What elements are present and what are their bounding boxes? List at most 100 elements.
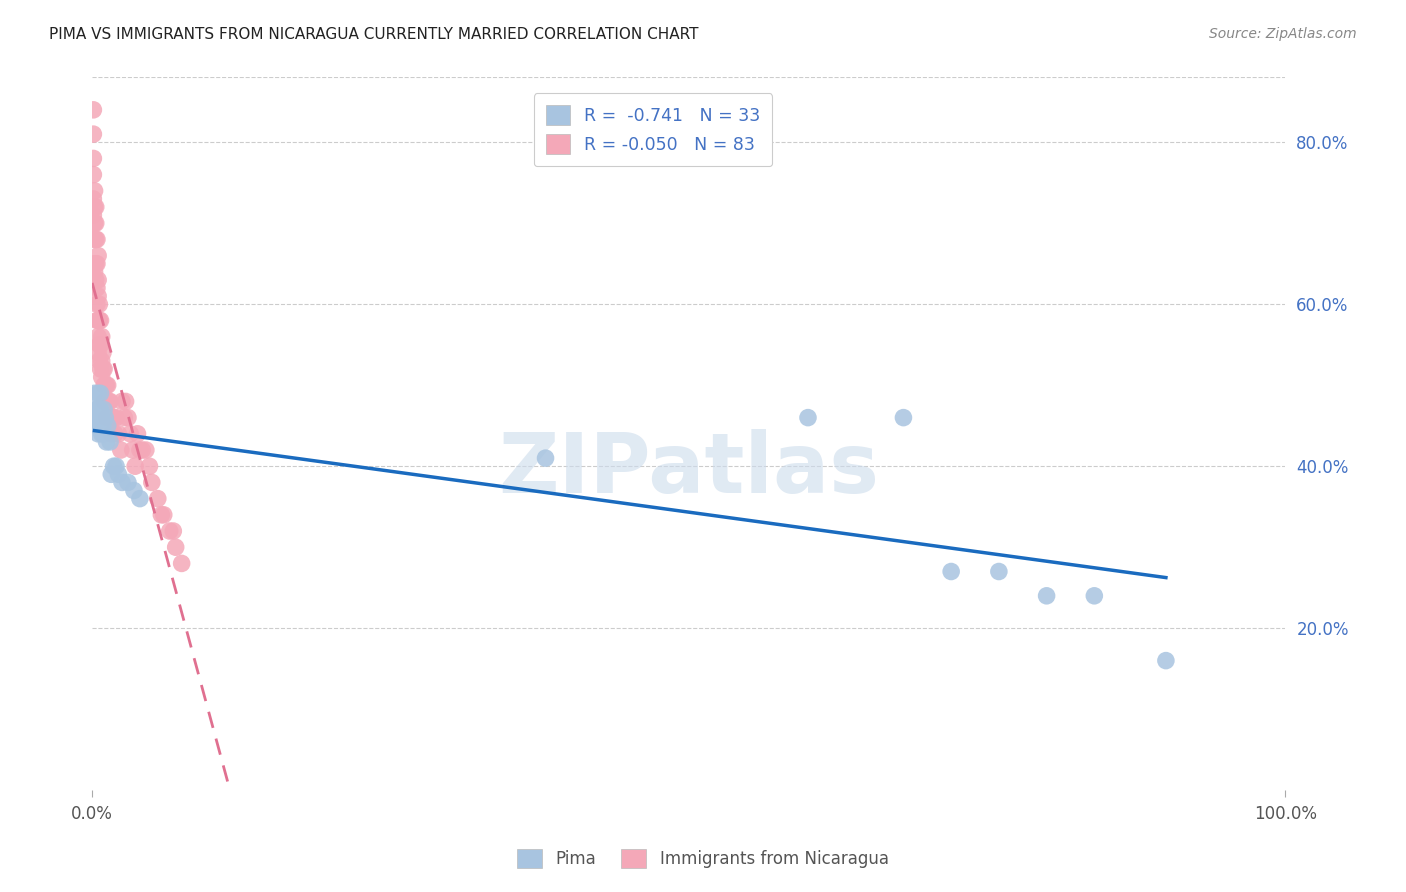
Point (82, 208, 104, 222)
Point (146, 491, 169, 506)
Point (89, 402, 111, 417)
Point (124, 459, 146, 474)
Point (83, 216, 105, 230)
Point (89, 418, 111, 433)
Point (90, 354, 112, 368)
Point (1083, 589, 1105, 603)
Point (89, 297, 111, 311)
Point (121, 443, 143, 458)
Point (112, 410, 135, 425)
Text: Source: ZipAtlas.com: Source: ZipAtlas.com (1209, 27, 1357, 41)
Point (98, 410, 121, 425)
Point (91, 418, 114, 433)
Point (97, 394, 120, 409)
Point (104, 426, 127, 441)
Point (90, 426, 112, 441)
Point (86, 232, 108, 246)
Point (94, 410, 117, 425)
Point (893, 410, 915, 425)
Point (84, 273, 107, 287)
Point (87, 410, 110, 425)
Point (150, 508, 173, 522)
Point (90, 370, 112, 384)
Point (83, 386, 105, 401)
Point (84, 216, 107, 230)
Point (86, 418, 108, 433)
Point (138, 459, 160, 474)
Point (117, 410, 139, 425)
Point (100, 410, 122, 425)
Point (82, 152, 104, 166)
Point (987, 565, 1010, 579)
Point (83, 184, 105, 198)
Point (89, 386, 111, 401)
Point (84, 410, 107, 425)
Point (131, 443, 153, 458)
Point (101, 410, 124, 425)
Point (97, 410, 120, 425)
Point (82, 168, 104, 182)
Point (141, 475, 163, 490)
Point (114, 394, 136, 409)
Point (97, 378, 120, 392)
Point (105, 459, 128, 474)
Point (86, 257, 108, 271)
Point (82, 192, 104, 206)
Point (170, 557, 193, 571)
Text: ZIPatlas: ZIPatlas (498, 429, 879, 510)
Point (87, 249, 110, 263)
Point (98, 434, 121, 449)
Point (117, 475, 139, 490)
Point (94, 394, 117, 409)
Point (103, 459, 125, 474)
Point (91, 362, 114, 376)
Point (1035, 589, 1057, 603)
Point (120, 426, 142, 441)
Point (127, 426, 149, 441)
Point (90, 410, 112, 425)
Point (941, 565, 963, 579)
Point (87, 346, 110, 360)
Legend: Pima, Immigrants from Nicaragua: Pima, Immigrants from Nicaragua (510, 842, 896, 875)
Point (98, 394, 121, 409)
Point (96, 410, 118, 425)
Point (111, 475, 134, 490)
Point (111, 394, 134, 409)
Point (93, 394, 115, 409)
Point (93, 362, 115, 376)
Point (83, 257, 105, 271)
Point (135, 443, 157, 458)
Point (93, 426, 115, 441)
Point (94, 378, 117, 392)
Point (1154, 654, 1177, 668)
Point (84, 200, 107, 214)
Point (165, 540, 187, 554)
Point (97, 394, 120, 409)
Point (87, 313, 110, 327)
Point (159, 524, 181, 538)
Point (87, 386, 110, 401)
Point (100, 467, 122, 482)
Point (129, 443, 152, 458)
Point (89, 337, 111, 351)
Point (97, 418, 120, 433)
Point (162, 524, 184, 538)
Point (84, 257, 107, 271)
Point (89, 354, 111, 368)
Point (105, 410, 128, 425)
Point (110, 443, 132, 458)
Point (87, 289, 110, 303)
Point (96, 394, 118, 409)
Point (93, 378, 115, 392)
Point (89, 337, 111, 351)
Point (83, 200, 105, 214)
Point (86, 313, 108, 327)
Point (89, 402, 111, 417)
Point (84, 232, 107, 246)
Point (797, 410, 820, 425)
Point (91, 346, 114, 360)
Point (83, 232, 105, 246)
Point (129, 491, 152, 506)
Point (103, 410, 125, 425)
Point (87, 329, 110, 343)
